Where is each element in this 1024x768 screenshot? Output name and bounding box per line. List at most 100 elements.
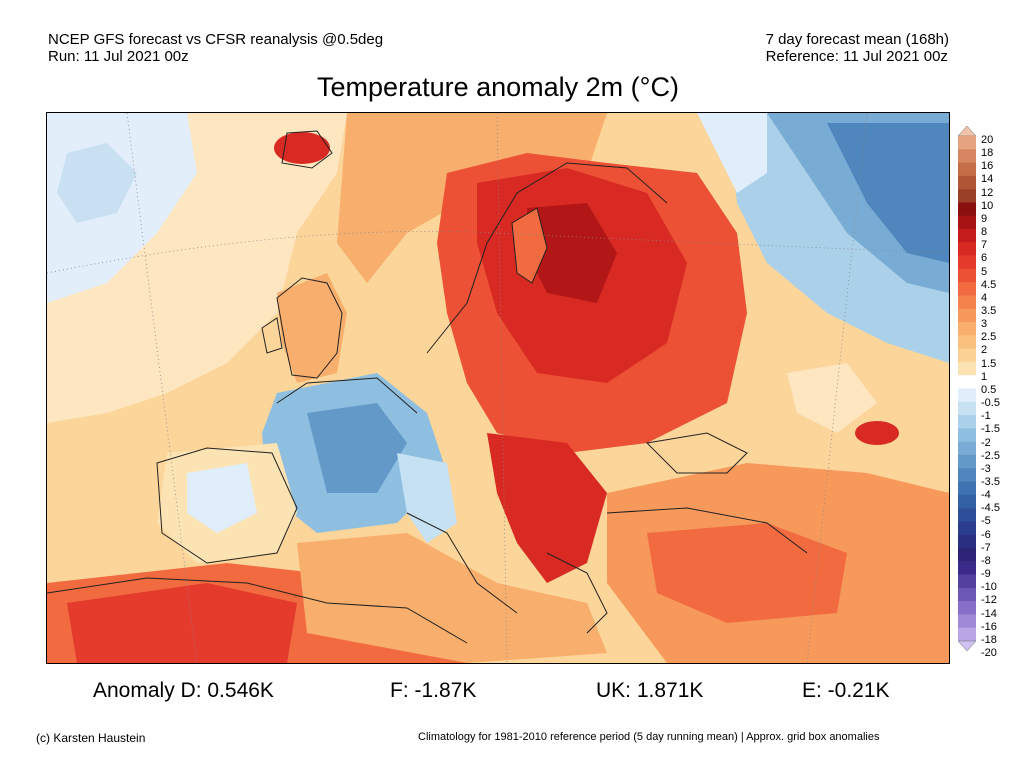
alps-cool (397, 453, 457, 543)
colorbar-label: 4 (981, 291, 988, 304)
colorbar-label: 8 (981, 226, 988, 239)
colorbar-swatch (958, 521, 976, 535)
colorbar-label: 20 (981, 134, 994, 146)
iberia-cool-patch (187, 463, 257, 533)
colorbar-label: -14 (981, 607, 997, 620)
colorbar-label: -3 (981, 462, 991, 475)
header-left: NCEP GFS forecast vs CFSR reanalysis @0.… (48, 31, 383, 65)
colorbar-label: -16 (981, 620, 997, 633)
finland-hot-core (527, 203, 617, 303)
colorbar-label: 16 (981, 160, 994, 173)
colorbar-swatch (958, 229, 976, 243)
colorbar-label: -3.5 (981, 476, 1000, 488)
colorbar-swatch (958, 614, 976, 629)
colorbar-label: -4.5 (981, 502, 1000, 515)
colorbar-label: -1 (981, 410, 991, 423)
colorbar-label: -20 (981, 647, 997, 659)
colorbar-label: 7 (981, 239, 988, 252)
baltic-sea (512, 208, 547, 283)
colorbar-label: 14 (981, 173, 994, 186)
colorbar-swatch (958, 255, 976, 270)
atlantic-cool-core (57, 143, 137, 223)
colorbar-label: 2.5 (981, 331, 997, 344)
colorbar-swatch (958, 268, 976, 283)
colorbar-swatch (958, 468, 976, 482)
anomaly-d-stat: Anomaly D: 0.546K (93, 679, 274, 702)
colorbar-swatch (958, 627, 976, 642)
colorbar-swatch (958, 481, 976, 496)
colorbar-swatch (958, 162, 976, 177)
colorbar-swatch (958, 348, 976, 363)
kazakhstan-pale-patch (787, 363, 877, 433)
anomaly-map (46, 112, 950, 664)
model-description: NCEP GFS forecast vs CFSR reanalysis @0.… (48, 31, 384, 48)
colorbar-label: -4 (981, 489, 991, 502)
siberia-cold-core (827, 123, 949, 263)
colorbar-label: -5 (981, 515, 991, 528)
colorbar-swatch (958, 136, 976, 150)
colorbar-label: 6 (981, 252, 988, 265)
colorbar-swatch (958, 375, 976, 389)
arctic-pale-region (697, 113, 767, 193)
colorbar-label: -12 (981, 594, 997, 607)
forecast-period: 7 day forecast mean (168h) (765, 31, 949, 48)
colorbar-label: -9 (981, 568, 991, 581)
anomaly-e-stat: E: -0.21K (802, 679, 890, 702)
colorbar-label: 1 (981, 370, 988, 383)
colorbar-top-arrow (958, 126, 976, 137)
colorbar-label: 3.5 (981, 305, 997, 317)
colorbar-swatch (958, 175, 976, 190)
colorbar-swatch (958, 361, 976, 376)
colorbar-swatch (958, 335, 976, 349)
colorbar-swatch (958, 601, 976, 615)
colorbar-swatch (958, 561, 976, 575)
colorbar-label: 3 (981, 318, 988, 331)
colorbar-label: 18 (981, 147, 994, 160)
colorbar-label: 12 (981, 186, 994, 199)
colorbar-swatch (958, 401, 976, 416)
colorbar-label: 0.5 (981, 383, 997, 396)
map-title: Temperature anomaly 2m (°C) (317, 72, 679, 102)
anomaly-f-stat: F: -1.87K (390, 679, 477, 702)
colorbar-swatch (958, 587, 976, 602)
colorbar-label: -1.5 (981, 423, 1000, 436)
colorbar-swatch (958, 441, 976, 456)
colorbar-swatch (958, 508, 976, 522)
anomaly-map-graphic (47, 113, 949, 663)
colorbar-swatch (958, 189, 976, 203)
colorbar-label: 10 (981, 199, 994, 212)
colorbar-swatch (958, 454, 976, 469)
reference-time: Reference: 11 Jul 2021 00z (765, 48, 948, 65)
colorbar-label: -6 (981, 528, 991, 541)
colorbar-swatch (958, 215, 976, 230)
colorbar-label: -8 (981, 554, 991, 567)
colorbar-swatch (958, 534, 976, 549)
colorbar-swatch (958, 547, 976, 562)
colorbar-swatch (958, 242, 976, 256)
colorbar-swatch (958, 388, 976, 403)
colorbar-swatch (958, 308, 976, 323)
copyright-note: (c) Karsten Haustein (36, 731, 146, 745)
mediterranean-sea (297, 533, 607, 663)
colorbar-swatch (958, 149, 976, 163)
colorbar-label: -2 (981, 436, 991, 449)
colorbar-label: 9 (981, 212, 988, 225)
colorbar-bottom-arrow (958, 640, 976, 651)
colorbar-swatch (958, 322, 976, 336)
colorbar (958, 126, 976, 651)
colorbar-swatch (958, 574, 976, 589)
balkans-hot (487, 433, 607, 583)
anomaly-uk-stat: UK: 1.871K (596, 679, 704, 702)
run-time: Run: 11 Jul 2021 00z (48, 48, 189, 65)
iceland-hotspot (274, 132, 330, 164)
climatology-note: Climatology for 1981-2010 reference peri… (418, 731, 880, 743)
colorbar-label: -0.5 (981, 397, 1000, 410)
colorbar-swatch (958, 494, 976, 509)
colorbar-label: -18 (981, 633, 997, 646)
colorbar-label: 2 (981, 344, 988, 357)
western-europe-cold-core (307, 403, 407, 493)
anomaly-stats: Anomaly D: 0.546K F: -1.87K UK: 1.871K E… (0, 679, 1024, 705)
colorbar-swatch (958, 415, 976, 429)
colorbar-swatch (958, 295, 976, 310)
anatolia-warm-core (647, 523, 847, 623)
